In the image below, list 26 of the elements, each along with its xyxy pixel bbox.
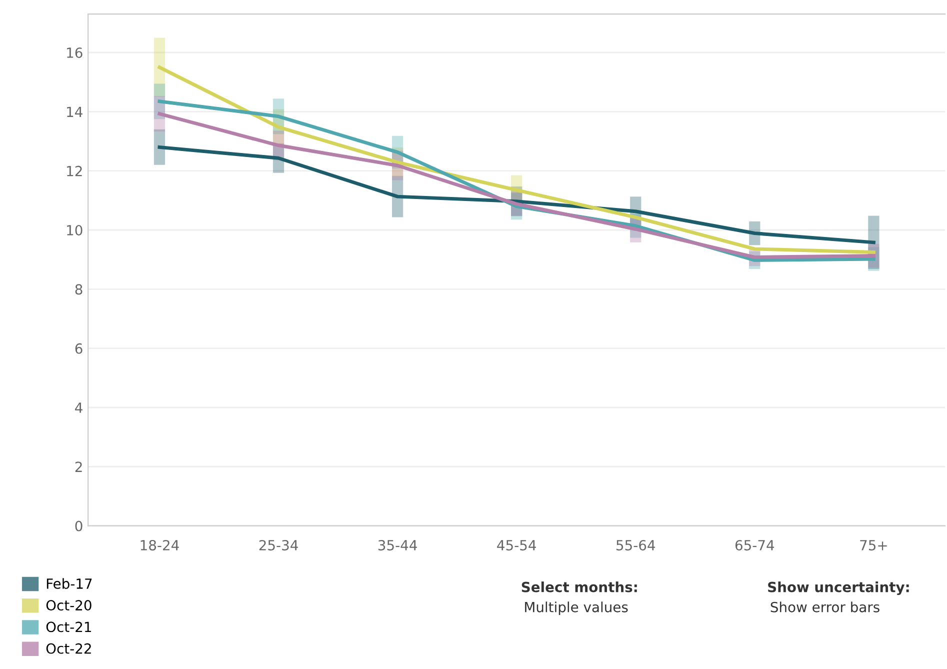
x-tick-label: 75+ [860, 540, 887, 550]
y-tick-label: 14 [67, 106, 82, 117]
x-tick-label: 45-54 [497, 540, 536, 550]
y-tick-label: 4 [75, 402, 82, 413]
y-tick-label: 0 [75, 520, 82, 532]
x-tick-label: 18-24 [140, 540, 179, 550]
legend-label: Oct-21 [46, 622, 91, 632]
x-tick-label: 35-44 [378, 540, 417, 550]
line-series [158, 145, 876, 244]
x-tick-label: 65-74 [735, 540, 774, 550]
text: Show error bars [770, 602, 880, 612]
legend-label: Oct-22 [46, 643, 91, 654]
y-tick-label: 6 [75, 343, 82, 354]
legend-label: Oct-20 [46, 600, 92, 611]
y-tick-label: 10 [67, 224, 82, 236]
y-tick-label: 16 [67, 47, 82, 58]
y-tick-label: 8 [75, 284, 82, 295]
x-tick-label: 25-34 [259, 540, 298, 550]
y-tick-label: 2 [75, 462, 82, 472]
text: Multiple values [525, 602, 628, 616]
y-tick-label: 12 [67, 166, 82, 176]
legend-label: Feb-17 [46, 578, 92, 589]
line-series [158, 66, 876, 254]
text: Select months: [522, 582, 637, 592]
x-tick-label: 55-64 [616, 540, 656, 550]
text: Show uncertainty: [768, 582, 909, 596]
